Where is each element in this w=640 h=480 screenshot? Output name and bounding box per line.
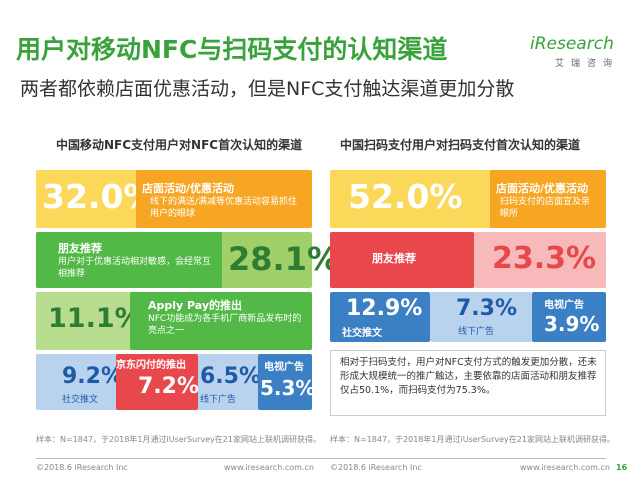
right-offline-pct: 7.3%	[456, 296, 518, 321]
left-tv-pct: 5.3%	[260, 376, 316, 400]
footer-url-left: www.iresearch.com.cn	[224, 463, 314, 472]
footer-divider	[36, 458, 606, 459]
left-applepay-pct: 11.1%	[48, 303, 142, 334]
left-store-desc: 线下的满送/满减等优惠活动容易抓住用户的眼球	[150, 197, 298, 219]
right-friend-label: 朋友推荐	[372, 252, 416, 265]
left-applepay-label: Apply Pay的推出	[148, 299, 243, 312]
right-store-label-panel	[490, 170, 606, 228]
left-jd-panel	[116, 354, 198, 410]
summary-box	[330, 350, 606, 416]
left-offline-label: 线下广告	[200, 395, 237, 405]
left-applepay-label-panel	[130, 292, 312, 350]
left-social-pct: 9.2%	[62, 364, 124, 389]
right-tv-pct: 3.9%	[544, 312, 600, 336]
left-tv-panel	[258, 354, 312, 410]
left-jd-pct: 7.2%	[138, 374, 200, 399]
right-offline-label: 线下广告	[458, 327, 495, 337]
page-number: 16	[616, 463, 628, 472]
left-friend-label: 朋友推荐	[58, 242, 102, 255]
right-friend-pct: 23.3%	[492, 241, 597, 276]
left-jd-label: 京东闪付的推出	[116, 360, 186, 371]
left-tv-label: 电视广告	[264, 362, 304, 373]
iresearch-logo: iResearch	[530, 34, 614, 54]
summary-text: 相对于扫码支付，用户对NFC支付方式的触发更加分散，还未形成大规模统一的推广触达…	[340, 357, 597, 396]
right-social-panel	[330, 292, 430, 342]
right-store-pct: 52.0%	[348, 177, 463, 216]
left-panel-title: 中国移动NFC支付用户对NFC首次认知的渠道	[56, 138, 303, 152]
right-tv-label: 电视广告	[544, 300, 584, 311]
left-social-label: 社交推文	[62, 395, 99, 405]
left-applepay-desc: NFC功能成为各手机厂商新品发布时的亮点之一	[148, 314, 302, 336]
right-social-label: 社交推文	[342, 328, 382, 339]
left-friend-pct: 28.1%	[228, 240, 340, 278]
left-friend-desc: 用户对于优惠活动相对敏感，会经常互相推荐	[58, 257, 212, 279]
page-subtitle: 两者都依赖店面优惠活动，但是NFC支付触达渠道更加分散	[20, 78, 515, 100]
right-note: 样本：N=1847，于2018年1月通过iUserSurvey在21家网站上联机…	[330, 435, 615, 444]
left-store-label-panel	[136, 170, 312, 228]
right-panel-title: 中国扫码支付用户对扫码支付首次认知的渠道	[340, 138, 581, 152]
iresearch-logo-sub: 艾瑞咨询	[555, 59, 620, 69]
left-offline-panel	[198, 354, 258, 410]
left-note: 样本：N=1847，于2018年1月通过iUserSurvey在21家网站上联机…	[36, 435, 321, 444]
footer-url-right: www.iresearch.com.cn	[520, 463, 610, 472]
right-tv-panel	[532, 292, 606, 342]
footer-copyright-right: ©2018.6 iResearch Inc	[330, 463, 422, 472]
page-title: 用户对移动NFC与扫码支付的认知渠道	[16, 35, 448, 64]
right-store-desc: 扫码支付的店面宣及亲眼所	[500, 197, 591, 219]
right-social-pct: 12.9%	[346, 296, 423, 321]
right-friend-label-panel	[330, 232, 474, 288]
left-friend-label-panel	[36, 232, 222, 288]
left-store-label: 店面活动/优惠活动	[142, 182, 235, 195]
footer-copyright-left: ©2018.6 iResearch Inc	[36, 463, 128, 472]
left-offline-pct: 6.5%	[200, 364, 262, 389]
right-store-label: 店面活动/优惠活动	[496, 182, 589, 195]
right-offline-panel	[430, 292, 532, 342]
